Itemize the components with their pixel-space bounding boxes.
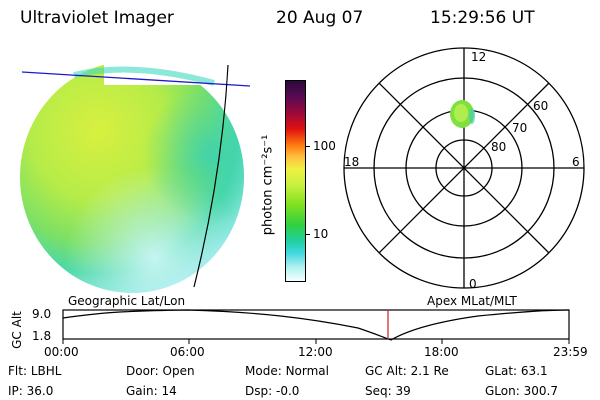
colorbar-unit-label: photon cm⁻²s⁻¹ (260, 134, 276, 236)
mlt-label-12: 12 (471, 50, 486, 64)
status-ip: IP: 36.0 (8, 384, 54, 398)
timeline-xtick-0000: 00:00 (44, 345, 79, 359)
instrument-title: Ultraviolet Imager (20, 8, 174, 28)
geographic-longitude-line (193, 64, 229, 288)
altitude-curve (62, 309, 570, 341)
timeline-ylabel: GC Alt (10, 311, 24, 349)
status-door: Door: Open (126, 364, 195, 378)
timeline-right-caption: Apex MLat/MLT (427, 294, 517, 308)
status-gc-alt: GC Alt: 2.1 Re (365, 364, 449, 378)
timeline-xtick-0600: 06:00 (170, 345, 205, 359)
date-label: 20 Aug 07 (276, 8, 364, 28)
mlt-label-18: 18 (344, 155, 359, 169)
timeline-xtick-1800: 18:00 (424, 345, 459, 359)
uv-earth-image (20, 55, 264, 293)
colorbar-tick-10: 10 (313, 227, 329, 241)
lat-label-70: 70 (512, 121, 527, 135)
mlt-label-6: 6 (572, 155, 580, 169)
lat-label-80: 80 (491, 140, 506, 154)
colorbar-tick-100: 100 (313, 139, 336, 153)
status-mode: Mode: Normal (245, 364, 329, 378)
status-dsp: Dsp: -0.0 (245, 384, 300, 398)
altitude-timeline (62, 309, 570, 344)
status-glat: GLat: 63.1 (485, 364, 548, 378)
colorbar-tick-mark-10 (305, 234, 310, 235)
mlt-label-0: 0 (469, 277, 477, 291)
time-label: 15:29:56 UT (430, 8, 535, 28)
status-gain: Gain: 14 (126, 384, 177, 398)
timeline-ytick-min: 1.8 (32, 329, 52, 343)
status-seq: Seq: 39 (365, 384, 411, 398)
lat-label-60: 60 (533, 99, 548, 113)
timeline-left-caption: Geographic Lat/Lon (68, 294, 186, 308)
geographic-latitude-line (21, 71, 251, 87)
colorbar (285, 80, 306, 282)
status-filter: Flt: LBHL (8, 364, 62, 378)
timeline-ytick-max: 9.0 (32, 307, 52, 321)
timeline-xtick-2359: 23:59 (553, 345, 588, 359)
colorbar-tick-mark-100 (305, 146, 310, 147)
timeline-xtick-1200: 12:00 (298, 345, 333, 359)
apex-polar-plot: 12 6 0 18 60 70 80 (343, 47, 585, 291)
status-glon: GLon: 300.7 (485, 384, 558, 398)
